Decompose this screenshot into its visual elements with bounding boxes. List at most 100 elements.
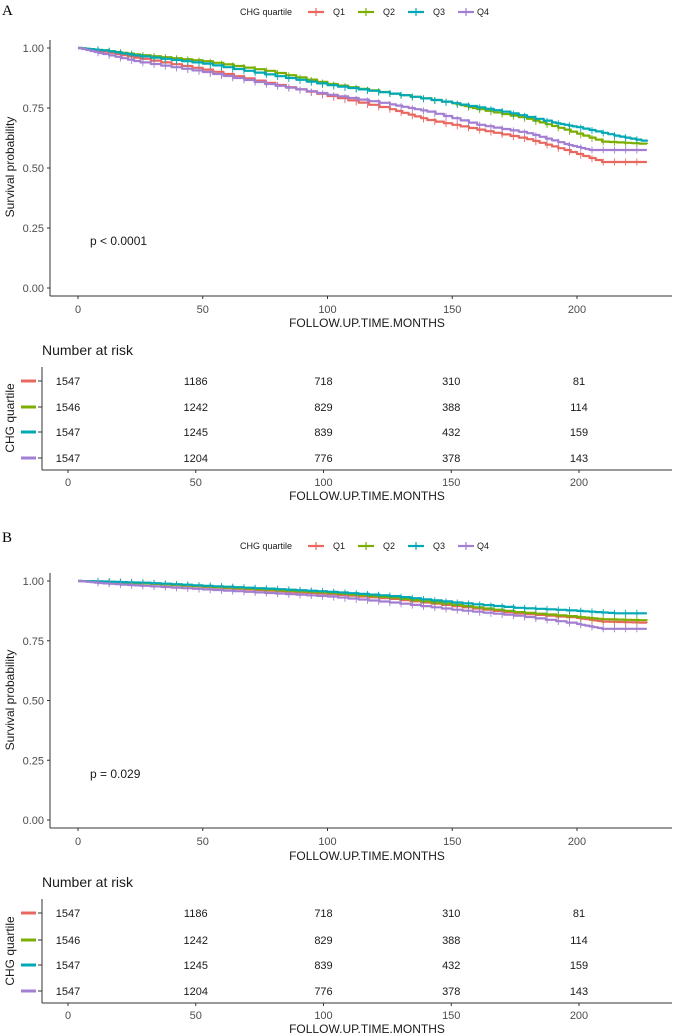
y-tick-label: 0.75 [23,636,44,648]
censor-marks [97,579,638,633]
risk-row-q1: 1547 1186 718 310 81 [21,376,585,388]
series-q4 [78,46,647,154]
legend-title: CHG quartile [240,541,292,551]
risk-count: 1547 [56,908,80,920]
censor-marks [97,49,638,154]
risk-table-xlabel: FOLLOW.UP.TIME.MONTHS [289,489,445,503]
risk-count: 1547 [56,427,80,439]
risk-count: 432 [442,960,460,972]
risk-x-tick-label: 100 [314,477,332,489]
risk-row-q1: 1547 1186 718 310 81 [21,908,585,920]
y-axis-title: Survival probability [3,117,17,218]
risk-count: 1547 [56,376,80,388]
risk-count: 378 [442,453,460,465]
risk-count: 839 [314,960,332,972]
legend: CHG quartile Q1 Q2 Q3 Q4 [240,541,489,551]
survival-curve [78,46,647,164]
legend-key-q4 [458,8,474,16]
risk-x-tick-label: 100 [314,1010,332,1022]
risk-count: 1242 [184,935,208,947]
censor-marks [97,46,638,144]
risk-count: 776 [314,986,332,998]
risk-x-tick-label: 200 [570,1010,588,1022]
x-tick-label: 0 [75,836,81,848]
p-value: p = 0.029 [90,767,141,781]
risk-table: Number at risk CHG quartile 1547 1186 718 310… [3,874,672,1036]
x-tick-label: 150 [443,304,461,316]
legend-key-q4 [458,542,474,550]
y-tick-label: 1.00 [23,576,44,588]
survival-curve [78,579,647,630]
series-q3 [78,46,648,144]
survival-curve [78,46,647,152]
risk-count: 1204 [184,986,208,998]
risk-row-q2: 1546 1242 829 388 114 [21,402,588,414]
risk-count: 310 [442,908,460,920]
risk-x-tick-label: 200 [570,477,588,489]
x-tick-label: 100 [318,304,336,316]
panel-a: A CHG quartile Q1 Q2 Q3 Q4 Survival probabilit… [2,3,672,503]
risk-x-tick-label: 0 [65,477,71,489]
risk-count: 432 [442,427,460,439]
risk-x-tick-label: 50 [190,1010,202,1022]
risk-count: 388 [442,935,460,947]
risk-count: 1186 [184,908,208,920]
panel-letter: A [2,3,13,19]
risk-count: 1204 [184,453,208,465]
y-tick-label: 0.75 [23,103,44,115]
legend-label-q1: Q1 [333,541,345,551]
risk-count: 310 [442,376,460,388]
p-value: p < 0.0001 [90,234,147,248]
series-q4 [78,579,647,633]
legend-key-q1 [308,8,324,16]
risk-row-q2: 1546 1242 829 388 114 [21,935,588,947]
x-tick-label: 50 [197,304,209,316]
risk-count: 839 [314,427,332,439]
risk-count: 159 [570,427,588,439]
risk-count: 114 [570,402,588,414]
y-tick-label: 0.50 [23,163,44,175]
y-tick-label: 0.25 [23,755,44,767]
survival-curve [78,579,647,615]
legend-title: CHG quartile [240,7,292,17]
risk-x-tick-label: 150 [442,477,460,489]
x-axis-title: FOLLOW.UP.TIME.MONTHS [289,316,445,330]
risk-count: 718 [314,376,332,388]
risk-count: 776 [314,453,332,465]
risk-count: 143 [570,986,588,998]
risk-row-q3: 1547 1245 839 432 159 [21,427,588,439]
x-tick-label: 200 [568,304,586,316]
risk-count: 829 [314,402,332,414]
legend: CHG quartile Q1 Q2 Q3 Q4 [240,7,489,17]
censor-marks [97,46,638,147]
risk-row-q4: 1547 1204 776 378 143 [21,986,588,998]
x-tick-label: 0 [75,304,81,316]
x-axis-title: FOLLOW.UP.TIME.MONTHS [289,849,445,863]
risk-count: 388 [442,402,460,414]
y-axis-title: Survival probability [3,650,17,751]
legend-label-q4: Q4 [477,7,489,17]
risk-x-tick-label: 50 [190,477,202,489]
x-tick-label: 200 [568,836,586,848]
legend-label-q2: Q2 [383,7,395,17]
risk-count: 1242 [184,402,208,414]
x-tick-label: 150 [443,836,461,848]
legend-label-q1: Q1 [333,7,345,17]
legend-key-q3 [408,8,424,16]
risk-count: 1546 [56,935,80,947]
risk-count: 159 [570,960,588,972]
censor-marks [97,577,638,617]
panel-letter: B [2,530,12,546]
risk-count: 81 [573,376,585,388]
legend-key-q2 [358,8,374,16]
risk-x-tick-label: 150 [442,1010,460,1022]
risk-table-xlabel: FOLLOW.UP.TIME.MONTHS [289,1022,445,1036]
series-q3 [78,577,647,617]
y-tick-label: 0.50 [23,696,44,708]
risk-count: 1547 [56,453,80,465]
legend-label-q3: Q3 [433,7,445,17]
risk-count: 1245 [184,427,208,439]
legend-key-q1 [308,542,324,550]
risk-count: 1547 [56,960,80,972]
